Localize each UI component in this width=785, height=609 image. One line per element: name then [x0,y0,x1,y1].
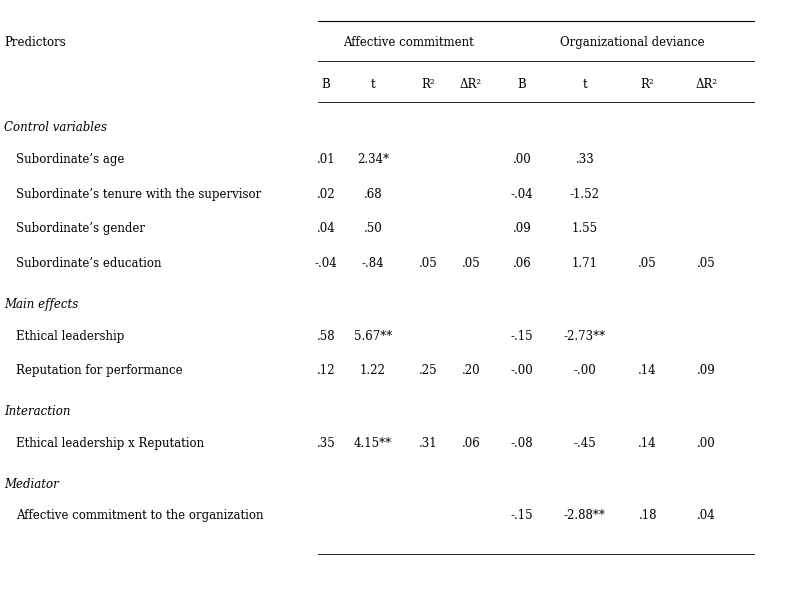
Text: Subordinate’s age: Subordinate’s age [16,153,124,166]
Text: Reputation for performance: Reputation for performance [16,364,182,378]
Text: .14: .14 [638,437,657,450]
Text: .00: .00 [697,437,716,450]
Text: ΔR²: ΔR² [696,77,717,91]
Text: .09: .09 [697,364,716,378]
Text: .35: .35 [316,437,335,450]
Text: .14: .14 [638,364,657,378]
Text: .05: .05 [638,257,657,270]
Text: 2.34*: 2.34* [357,153,389,166]
Text: .09: .09 [513,222,531,236]
Text: -2.73**: -2.73** [564,329,606,343]
Text: .31: .31 [418,437,437,450]
Text: .00: .00 [513,153,531,166]
Text: .04: .04 [697,509,716,523]
Text: .33: .33 [575,153,594,166]
Text: 4.15**: 4.15** [354,437,392,450]
Text: .58: .58 [316,329,335,343]
Text: .05: .05 [418,257,437,270]
Text: -2.88**: -2.88** [564,509,606,523]
Text: t: t [582,77,587,91]
Text: Ethical leadership: Ethical leadership [16,329,124,343]
Text: B: B [321,77,330,91]
Text: -1.52: -1.52 [570,188,600,201]
Text: -.15: -.15 [511,509,533,523]
Text: .12: .12 [316,364,335,378]
Text: -.08: -.08 [511,437,533,450]
Text: Subordinate’s gender: Subordinate’s gender [16,222,144,236]
Text: .68: .68 [363,188,382,201]
Text: Predictors: Predictors [4,36,66,49]
Text: -.04: -.04 [315,257,337,270]
Text: Main effects: Main effects [4,298,78,311]
Text: 1.55: 1.55 [571,222,598,236]
Text: Subordinate’s tenure with the supervisor: Subordinate’s tenure with the supervisor [16,188,261,201]
Text: Affective commitment to the organization: Affective commitment to the organization [16,509,263,523]
Text: R²: R² [421,77,435,91]
Text: -.84: -.84 [362,257,384,270]
Text: ΔR²: ΔR² [460,77,482,91]
Text: B: B [517,77,527,91]
Text: -.04: -.04 [511,188,533,201]
Text: .05: .05 [697,257,716,270]
Text: Organizational deviance: Organizational deviance [560,36,704,49]
Text: Mediator: Mediator [4,477,59,491]
Text: -.00: -.00 [511,364,533,378]
Text: .04: .04 [316,222,335,236]
Text: t: t [371,77,375,91]
Text: .05: .05 [462,257,480,270]
Text: 1.22: 1.22 [360,364,385,378]
Text: .02: .02 [316,188,335,201]
Text: Ethical leadership x Reputation: Ethical leadership x Reputation [16,437,204,450]
Text: R²: R² [641,77,655,91]
Text: .01: .01 [316,153,335,166]
Text: Control variables: Control variables [4,121,107,135]
Text: -.45: -.45 [574,437,596,450]
Text: -.15: -.15 [511,329,533,343]
Text: .06: .06 [462,437,480,450]
Text: .25: .25 [418,364,437,378]
Text: Subordinate’s education: Subordinate’s education [16,257,161,270]
Text: .50: .50 [363,222,382,236]
Text: Interaction: Interaction [4,405,71,418]
Text: -.00: -.00 [574,364,596,378]
Text: Affective commitment: Affective commitment [343,36,473,49]
Text: .20: .20 [462,364,480,378]
Text: .18: .18 [638,509,657,523]
Text: 1.71: 1.71 [571,257,598,270]
Text: 5.67**: 5.67** [354,329,392,343]
Text: .06: .06 [513,257,531,270]
